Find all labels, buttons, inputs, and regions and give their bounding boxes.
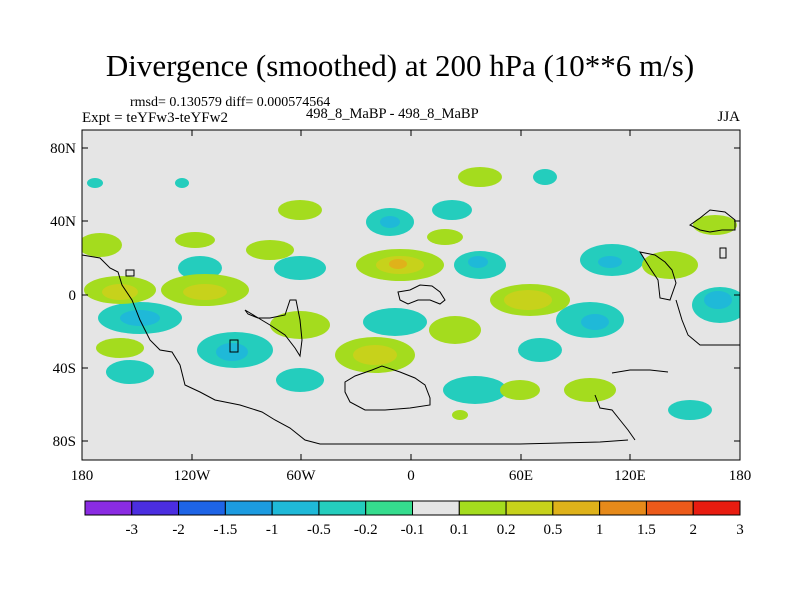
colorbar-box <box>505 500 554 516</box>
colorbar-box <box>458 500 507 516</box>
colorbar-box <box>645 500 694 516</box>
lon-label-60w: 60W <box>286 468 316 484</box>
colorbar-label: 0.1 <box>450 522 469 538</box>
colorbar-label: 1.5 <box>637 522 656 538</box>
axis-ticks <box>82 130 740 460</box>
colorbar-box <box>365 500 414 516</box>
colorbar-label: -0.1 <box>401 522 425 538</box>
strong-negative-contours <box>120 216 732 361</box>
lon-label-120e: 120E <box>614 468 646 484</box>
lon-label-180e: 180 <box>729 468 752 484</box>
lat-label-40n: 40N <box>50 214 76 230</box>
strong-positive-contours <box>389 259 407 269</box>
colorbar-label: 2 <box>689 522 697 538</box>
season-label: JJA <box>717 109 740 125</box>
colorbar-label: -3 <box>126 522 139 538</box>
colorbar-label: -2 <box>172 522 185 538</box>
medium-positive-contours <box>102 256 552 365</box>
lon-label-0: 0 <box>407 468 415 484</box>
lat-label-80n: 80N <box>50 141 76 157</box>
longitude-labels: 180 120W 60W 0 60E 120E 180 <box>71 468 752 484</box>
coastlines <box>82 209 740 445</box>
contour-field <box>82 167 740 420</box>
plot-title: Divergence (smoothed) at 200 hPa (10**6 … <box>105 48 695 83</box>
colorbar-label: 1 <box>596 522 604 538</box>
colorbar-box <box>318 500 367 516</box>
colorbar-box <box>412 500 460 516</box>
experiment-label: Expt = teYFw3-teYFw2 <box>82 110 228 126</box>
colorbar-box <box>178 500 226 516</box>
lat-label-40s: 40S <box>53 361 76 377</box>
colorbar-box <box>692 500 741 516</box>
stats-text: rmsd= 0.130579 diff= 0.000574564 <box>130 95 331 110</box>
latitude-labels: 80N 40N 0 40S 80S <box>50 141 76 450</box>
colorbar-label: -1.5 <box>213 522 237 538</box>
colorbar-label: 3 <box>736 522 744 538</box>
colorbar-label: -1 <box>266 522 279 538</box>
colorbar-box <box>552 500 601 516</box>
colorbar-label: 0.5 <box>543 522 562 538</box>
colorbar-label: -0.2 <box>354 522 378 538</box>
lon-label-180w: 180 <box>71 468 94 484</box>
case-label: 498_8_MaBP - 498_8_MaBP <box>306 106 479 122</box>
colorbar-box <box>131 500 180 516</box>
colorbar-box <box>84 500 133 516</box>
colorbar-box <box>271 500 320 516</box>
colorbar-box <box>224 500 273 516</box>
lat-label-80s: 80S <box>53 434 76 450</box>
colorbar: -3 -2 -1.5 -1 -0.5 -0.2 -0.1 0.1 0.2 0.5 1 1.5 2 3 <box>84 500 744 538</box>
colorbar-label: -0.5 <box>307 522 331 538</box>
lon-label-120w: 120W <box>174 468 212 484</box>
lon-label-60e: 60E <box>509 468 533 484</box>
colorbar-box <box>599 500 647 516</box>
lat-label-0: 0 <box>69 288 77 304</box>
colorbar-label: 0.2 <box>497 522 516 538</box>
